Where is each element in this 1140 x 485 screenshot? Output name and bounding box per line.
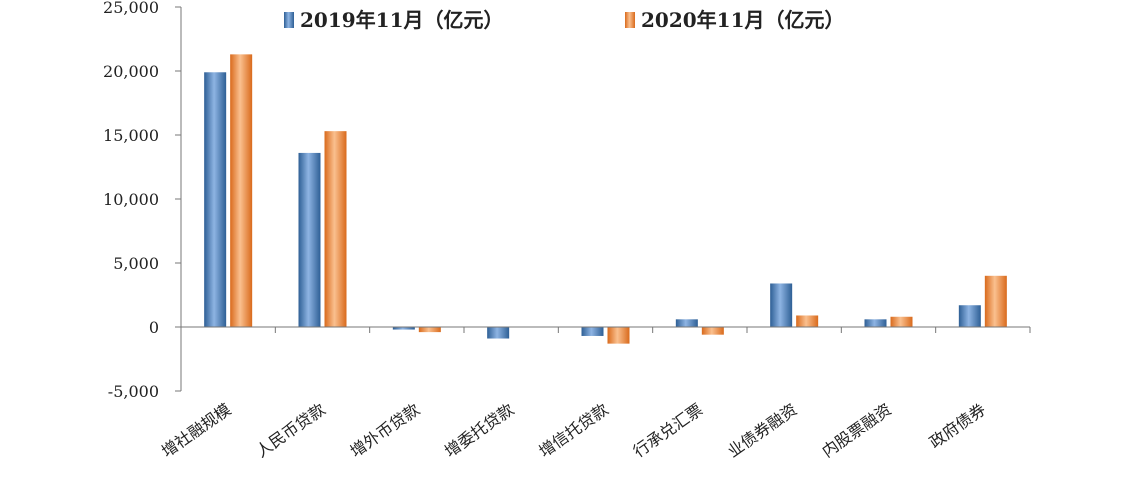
legend-swatch-2019 [284, 12, 294, 28]
x-axis: 增社融规模 人民币贷款 增外币贷款 增委托贷款 增信托贷款 行承兑汇票 业债券融资 内股票融资… [158, 326, 1031, 461]
y-tick-label: -5,000 [108, 382, 159, 401]
bar-2020-6 [796, 315, 819, 327]
legend: 2019年11月（亿元） 2020年11月（亿元） [284, 8, 845, 32]
bar-2019-5 [675, 319, 698, 327]
x-category-label: 行承兑汇票 [630, 400, 706, 461]
legend-label-2020: 2020年11月（亿元） [641, 8, 845, 32]
x-category-label: 人民币贷款 [252, 400, 328, 461]
y-tick-label: 10,000 [103, 190, 159, 209]
x-category-label: 增信托贷款 [535, 400, 611, 461]
bar-2020-8 [984, 275, 1007, 327]
x-category-label: 内股票融资 [818, 400, 894, 461]
x-category-label: 增委托贷款 [441, 400, 517, 461]
bar-2019-7 [864, 319, 887, 327]
bar-2020-5 [701, 327, 724, 335]
bars [204, 54, 1007, 344]
y-tick-label: 0 [149, 318, 159, 337]
bar-2019-8 [958, 305, 981, 327]
bar-2019-3 [487, 327, 510, 339]
bar-2020-7 [890, 316, 913, 327]
y-tick-label: 5,000 [113, 254, 159, 273]
x-category-label: 业债券融资 [724, 400, 800, 461]
y-axis: -5,000 0 5,000 10,000 15,000 20,000 25,000 [103, 0, 182, 401]
x-category-label: 增外币贷款 [347, 400, 423, 461]
bar-2019-2 [392, 327, 415, 330]
bar-2020-4 [607, 327, 630, 344]
bar-2019-6 [770, 283, 793, 327]
bar-2020-1 [324, 131, 347, 327]
y-tick-label: 25,000 [103, 0, 159, 17]
y-tick-label: 15,000 [103, 126, 159, 145]
bar-2019-0 [204, 72, 227, 327]
legend-swatch-2020 [625, 12, 635, 28]
bar-2019-1 [298, 152, 321, 327]
bar-2020-0 [230, 54, 253, 328]
x-category-label: 增社融规模 [158, 400, 234, 461]
y-tick-label: 20,000 [103, 62, 159, 81]
legend-label-2019: 2019年11月（亿元） [300, 8, 504, 32]
x-category-label: 政府债券 [926, 400, 989, 452]
bar-2019-4 [581, 327, 604, 336]
bar-2020-2 [418, 327, 441, 333]
